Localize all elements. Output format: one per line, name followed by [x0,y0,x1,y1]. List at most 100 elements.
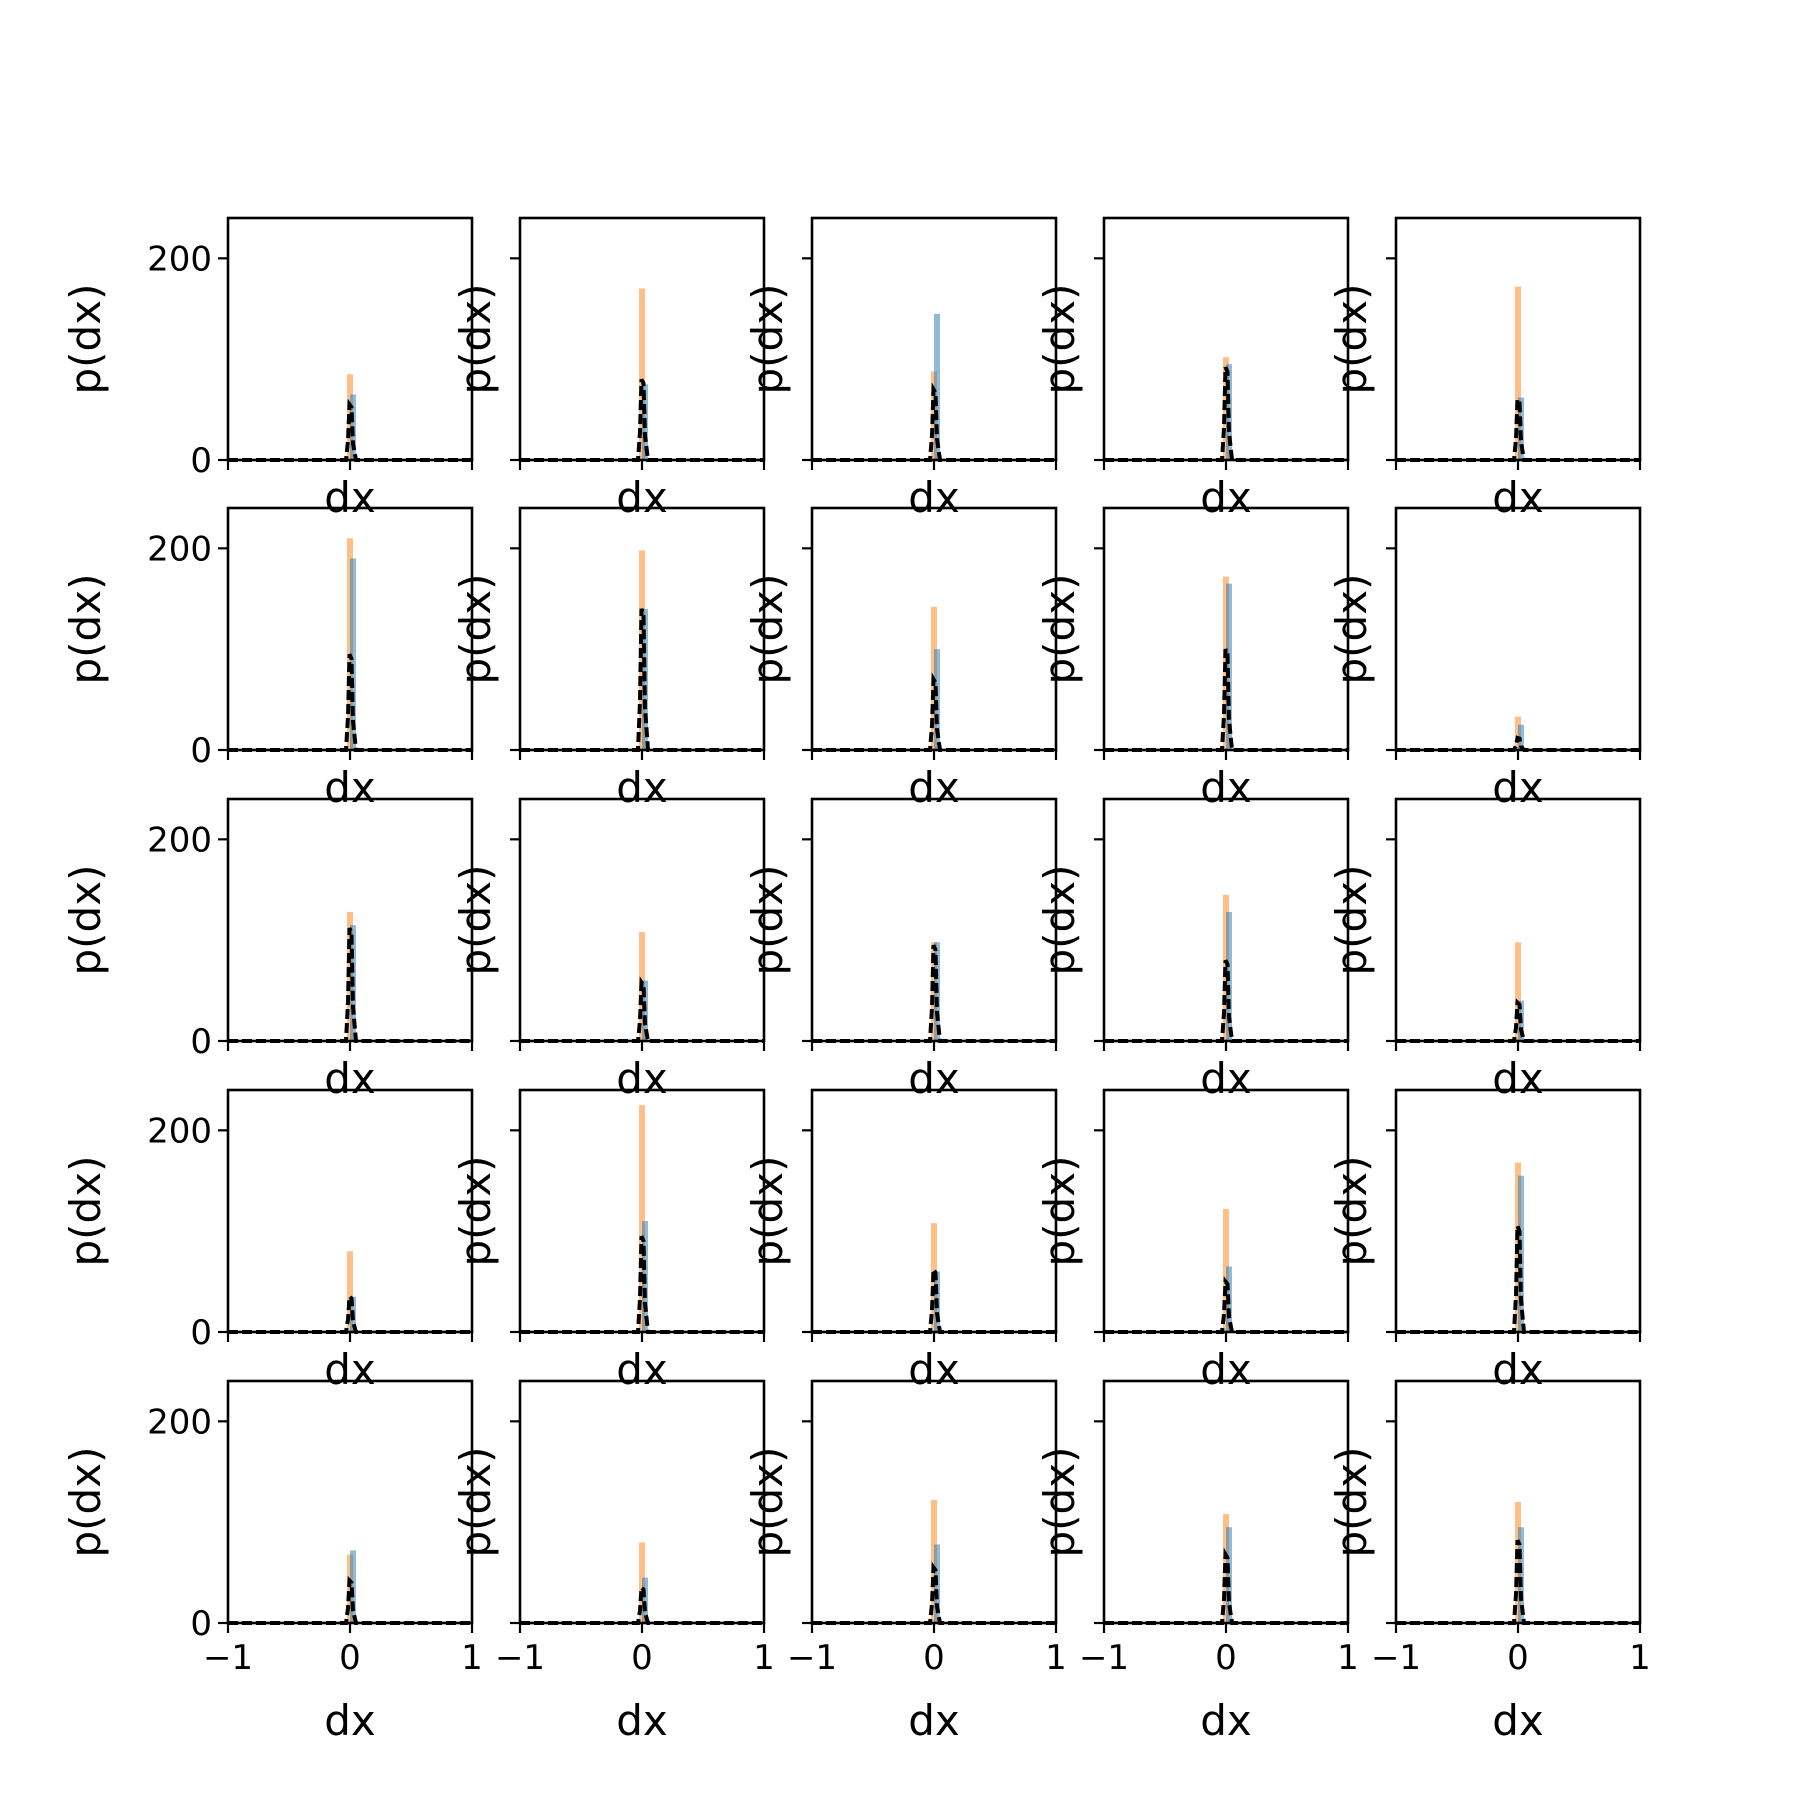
x-tick-label: 1 [1337,1638,1359,1678]
y-axis-label: p(dx) [61,1156,110,1267]
y-axis-label: p(dx) [451,574,500,685]
blue-histogram-bar [1226,1527,1232,1623]
x-axis-label: dx [908,763,960,812]
subplot-3-3: dx p(dx) [743,797,1058,1103]
y-axis-label: p(dx) [1035,284,1084,395]
black-dashed-density-line [520,378,764,462]
orange-histogram-bar [639,288,645,460]
y-axis-label: p(dx) [743,1447,792,1558]
y-axis-label: p(dx) [451,1447,500,1558]
black-dashed-density-line [1104,1276,1348,1334]
black-dashed-density-line [1104,1547,1348,1625]
x-axis-label: dx [324,1345,376,1394]
black-dashed-density-line [228,927,472,1043]
x-tick-label: 1 [753,1638,775,1678]
blue-histogram-bar [350,558,356,750]
black-dashed-density-line [812,944,1056,1043]
x-axis-label: dx [1492,1345,1544,1394]
y-tick-label: 0 [190,731,212,771]
blue-histogram-bar [350,1550,356,1623]
black-dashed-density-line [1396,998,1640,1043]
black-dashed-density-line [520,1235,764,1334]
x-tick-label: 1 [1629,1638,1651,1678]
y-axis-label: p(dx) [1035,865,1084,976]
black-dashed-density-line [1104,366,1348,462]
black-dashed-density-line [1396,1539,1640,1625]
black-dashed-density-line [520,1583,764,1625]
x-axis-label: dx [616,1345,668,1394]
y-axis-label: p(dx) [451,1156,500,1267]
subplot-1-4: dx p(dx) [1035,216,1350,522]
x-tick-label: 1 [461,1638,483,1678]
x-tick-label: 0 [631,1638,653,1678]
x-axis-label: dx [324,1054,376,1103]
x-tick-label: −1 [203,1638,253,1678]
x-tick-label: −1 [1371,1638,1421,1678]
y-tick-label: 0 [190,441,212,481]
black-dashed-density-line [1104,648,1348,752]
y-axis-label: p(dx) [61,574,110,685]
subplot-1-3: dx p(dx) [743,216,1058,522]
blue-histogram-bar [934,649,940,750]
x-axis-label: dx [324,763,376,812]
blue-histogram-bar [1518,1527,1524,1623]
subplot-1-2: dx p(dx) [451,216,766,522]
x-axis-label: dx [324,1696,376,1745]
y-axis-label: p(dx) [1327,574,1376,685]
subplot-5-5: −1 0 1 dx p(dx) [1327,1379,1651,1745]
subplot-2-5: dx p(dx) [1327,506,1642,812]
x-axis-label: dx [1492,1696,1544,1745]
black-dashed-density-line [812,382,1056,462]
subplot-5-4: −1 0 1 dx p(dx) [1035,1379,1359,1745]
blue-histogram-bar [1226,583,1232,750]
y-tick-label: 200 [147,820,212,860]
x-axis-label: dx [908,1696,960,1745]
y-tick-label: 200 [147,529,212,569]
black-dashed-density-line [228,398,472,462]
y-tick-label: 0 [190,1604,212,1644]
black-dashed-density-line [520,608,764,752]
subplot-2-2: dx p(dx) [451,506,766,812]
x-axis-label: dx [1200,763,1252,812]
x-axis-label: dx [616,473,668,522]
x-axis-label: dx [908,473,960,522]
x-axis-label: dx [616,1696,668,1745]
orange-histogram-bar [1515,942,1521,1041]
black-dashed-density-line [1104,959,1348,1043]
subplot-3-4: dx p(dx) [1035,797,1350,1103]
y-axis-label: p(dx) [743,284,792,395]
y-axis-label: p(dx) [1327,1447,1376,1558]
blue-histogram-bar [642,1577,648,1623]
y-axis-label: p(dx) [61,865,110,976]
subplot-3-1: 0 200 dx p(dx) [61,797,474,1103]
y-axis-label: p(dx) [451,284,500,395]
y-tick-label: 0 [190,1313,212,1353]
subplot-4-2: dx p(dx) [451,1088,766,1394]
x-axis-label: dx [1200,1054,1252,1103]
black-dashed-density-line [1396,1225,1640,1334]
y-axis-label: p(dx) [61,284,110,395]
black-dashed-density-line [812,1263,1056,1334]
black-dashed-density-line [812,1561,1056,1625]
x-tick-label: 0 [339,1638,361,1678]
blue-histogram-bar [934,313,940,460]
x-axis-label: dx [324,473,376,522]
black-dashed-density-line [228,1575,472,1625]
subplot-5-3: −1 0 1 dx p(dx) [743,1379,1067,1745]
x-axis-label: dx [616,1054,668,1103]
orange-histogram-bar [639,1105,645,1332]
x-axis-label: dx [616,763,668,812]
y-axis-label: p(dx) [1327,1156,1376,1267]
orange-histogram-bar [347,1251,353,1332]
x-tick-label: −1 [1079,1638,1129,1678]
black-dashed-density-line [228,653,472,752]
x-axis-label: dx [1200,473,1252,522]
x-tick-label: −1 [787,1638,837,1678]
black-dashed-density-line [520,976,764,1043]
subplot-2-1: 0 200 dx p(dx) [61,506,474,812]
y-tick-label: 200 [147,1111,212,1151]
subplot-4-5: dx p(dx) [1327,1088,1642,1394]
x-axis-label: dx [1492,473,1544,522]
